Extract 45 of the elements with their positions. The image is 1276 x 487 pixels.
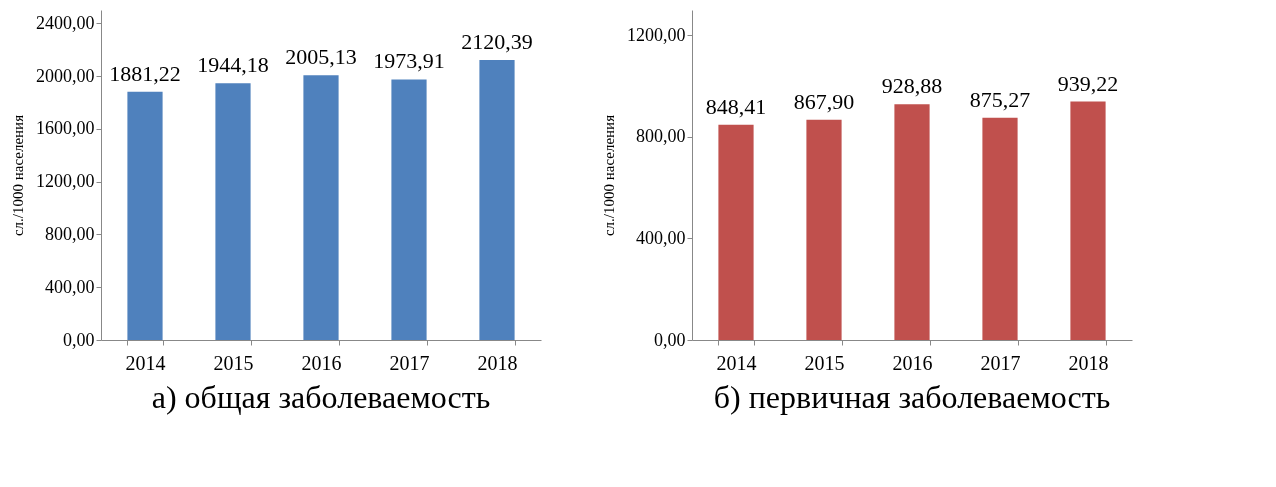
data-label: 1881,22 (109, 60, 181, 86)
y-tick-label: 800,00 (636, 126, 686, 147)
data-label: 939,22 (1057, 70, 1119, 96)
x-tick-label: 2014 (125, 351, 166, 374)
x-tick-label: 2018 (1068, 351, 1109, 374)
bar (718, 124, 754, 340)
x-tick-label: 2016 (301, 351, 342, 374)
x-tick-label: 2017 (389, 351, 430, 374)
bar (894, 104, 930, 340)
data-label: 848,41 (705, 93, 767, 119)
y-tick-label: 1200,00 (627, 24, 686, 45)
bar (127, 91, 163, 340)
x-tick-label: 2014 (716, 351, 757, 374)
y-tick-label: 2400,00 (36, 12, 95, 33)
data-label: 1973,91 (373, 48, 445, 74)
data-label: 928,88 (881, 73, 943, 99)
x-tick-label: 2018 (477, 351, 518, 374)
y-tick-label: 400,00 (45, 276, 95, 297)
bar (215, 83, 251, 340)
y-tick-label: 0,00 (63, 329, 95, 350)
y-tick-label: 1600,00 (36, 118, 95, 139)
bar (303, 75, 339, 340)
text: б) первичная заболеваемость (713, 379, 1111, 415)
bar (1070, 101, 1106, 340)
y-tick-label: 800,00 (45, 223, 95, 244)
y-axis-title: сл./1000 населения (10, 114, 26, 237)
y-tick-label: 1200,00 (36, 171, 95, 192)
x-tick-label: 2016 (892, 351, 933, 374)
data-label: 2005,13 (285, 44, 357, 70)
y-tick-label: 400,00 (636, 227, 686, 248)
data-label: 1944,18 (197, 52, 269, 78)
text: а) общая заболеваемость (151, 379, 491, 415)
bar (479, 60, 515, 340)
bar (982, 117, 1018, 340)
bar (391, 79, 427, 340)
bar (806, 119, 842, 340)
y-tick-label: 0,00 (654, 329, 686, 350)
x-tick-label: 2015 (804, 351, 845, 374)
data-label: 875,27 (969, 86, 1031, 112)
x-tick-label: 2015 (213, 351, 254, 374)
data-label: 867,90 (793, 88, 855, 114)
y-axis-title: сл./1000 населения (601, 114, 617, 237)
data-label: 2120,39 (461, 29, 533, 55)
x-tick-label: 2017 (980, 351, 1021, 374)
y-tick-label: 2000,00 (36, 65, 95, 86)
